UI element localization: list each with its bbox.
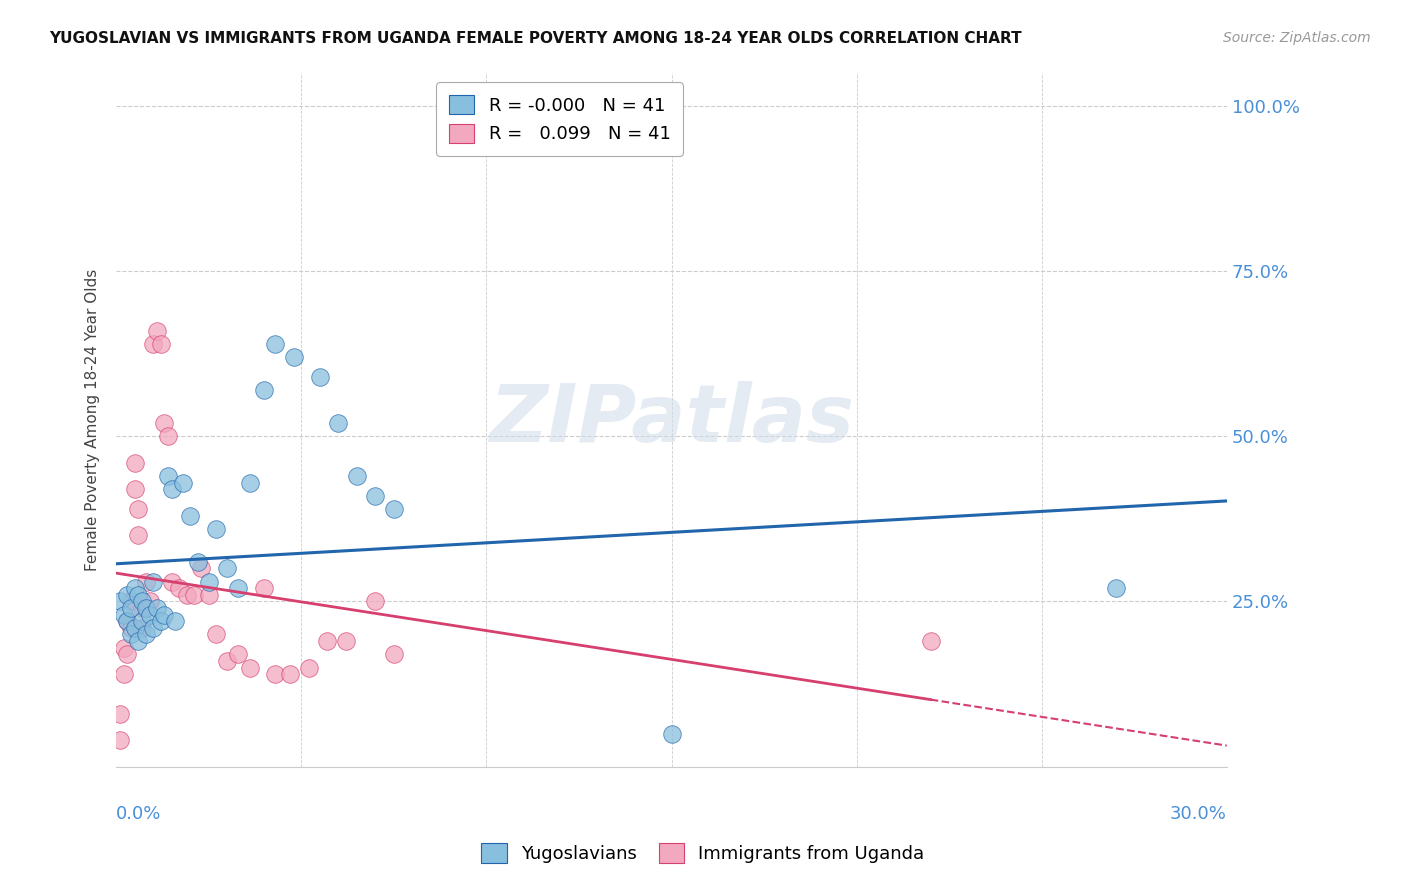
Point <box>198 588 221 602</box>
Legend: R = -0.000   N = 41, R =   0.099   N = 41: R = -0.000 N = 41, R = 0.099 N = 41 <box>436 82 683 156</box>
Point <box>228 581 250 595</box>
Text: YUGOSLAVIAN VS IMMIGRANTS FROM UGANDA FEMALE POVERTY AMONG 18-24 YEAR OLDS CORRE: YUGOSLAVIAN VS IMMIGRANTS FROM UGANDA FE… <box>49 31 1022 46</box>
Point <box>167 581 190 595</box>
Point <box>172 475 194 490</box>
Point <box>135 627 157 641</box>
Text: Source: ZipAtlas.com: Source: ZipAtlas.com <box>1223 31 1371 45</box>
Point <box>112 667 135 681</box>
Point <box>187 555 209 569</box>
Y-axis label: Female Poverty Among 18-24 Year Olds: Female Poverty Among 18-24 Year Olds <box>86 268 100 571</box>
Point <box>153 416 176 430</box>
Point <box>346 469 368 483</box>
Point <box>153 607 176 622</box>
Point <box>364 489 387 503</box>
Point <box>661 726 683 740</box>
Point <box>146 324 169 338</box>
Point <box>124 456 146 470</box>
Point <box>127 502 149 516</box>
Point <box>217 654 239 668</box>
Point <box>328 416 350 430</box>
Point <box>112 607 135 622</box>
Point <box>205 627 228 641</box>
Point <box>131 621 153 635</box>
Point <box>142 574 165 589</box>
Text: ZIPatlas: ZIPatlas <box>489 381 853 458</box>
Point <box>190 561 212 575</box>
Point <box>146 601 169 615</box>
Point <box>364 594 387 608</box>
Point <box>160 482 183 496</box>
Point <box>253 581 276 595</box>
Point <box>112 640 135 655</box>
Point <box>316 634 339 648</box>
Point <box>253 383 276 397</box>
Text: 0.0%: 0.0% <box>117 805 162 823</box>
Point <box>142 336 165 351</box>
Point <box>278 667 301 681</box>
Point <box>264 667 287 681</box>
Point <box>157 429 180 443</box>
Point <box>179 508 201 523</box>
Point <box>217 561 239 575</box>
Point <box>108 594 131 608</box>
Point <box>138 607 160 622</box>
Point <box>205 522 228 536</box>
Point <box>165 614 187 628</box>
Point <box>108 706 131 721</box>
Point <box>127 588 149 602</box>
Text: 30.0%: 30.0% <box>1170 805 1227 823</box>
Point <box>117 588 139 602</box>
Point <box>157 469 180 483</box>
Point <box>228 648 250 662</box>
Point <box>198 574 221 589</box>
Point <box>131 614 153 628</box>
Point <box>135 601 157 615</box>
Point <box>183 588 205 602</box>
Point <box>238 475 260 490</box>
Point <box>108 733 131 747</box>
Point <box>160 574 183 589</box>
Point <box>1105 581 1128 595</box>
Point <box>127 528 149 542</box>
Point <box>120 627 142 641</box>
Point <box>117 648 139 662</box>
Point <box>382 502 405 516</box>
Point <box>131 594 153 608</box>
Point <box>335 634 357 648</box>
Point <box>308 369 330 384</box>
Point <box>382 648 405 662</box>
Point <box>149 336 172 351</box>
Point <box>138 594 160 608</box>
Point <box>264 336 287 351</box>
Point <box>120 621 142 635</box>
Point <box>135 601 157 615</box>
Point <box>283 350 305 364</box>
Point <box>298 660 321 674</box>
Point <box>117 614 139 628</box>
Point <box>117 614 139 628</box>
Point <box>176 588 198 602</box>
Point <box>120 594 142 608</box>
Legend: Yugoslavians, Immigrants from Uganda: Yugoslavians, Immigrants from Uganda <box>471 832 935 874</box>
Point <box>135 574 157 589</box>
Point <box>124 621 146 635</box>
Point <box>920 634 942 648</box>
Point <box>149 614 172 628</box>
Point <box>131 601 153 615</box>
Point <box>124 581 146 595</box>
Point <box>142 621 165 635</box>
Point <box>120 601 142 615</box>
Point <box>124 482 146 496</box>
Point <box>238 660 260 674</box>
Point <box>127 634 149 648</box>
